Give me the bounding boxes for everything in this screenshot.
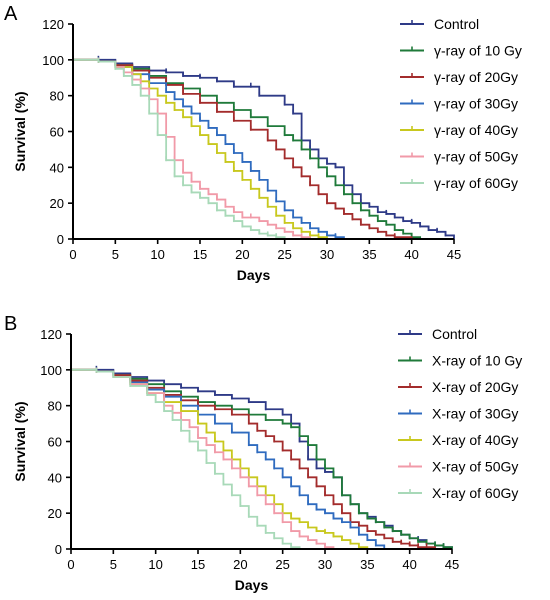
- y-tick-label: 120: [42, 17, 64, 32]
- legend-label: γ-ray of 20Gy: [434, 69, 518, 85]
- x-axis-title: Days: [237, 267, 271, 283]
- legend-label: γ-ray of 10 Gy: [434, 43, 522, 59]
- y-tick-label: 60: [48, 435, 62, 450]
- legend: Control γ-ray of 10 Gy γ-ray of 20Gy γ-ray …: [400, 16, 522, 191]
- x-tick-label: 15: [193, 247, 207, 262]
- x-tick-label: 20: [235, 247, 249, 262]
- panel-label: B: [4, 313, 17, 335]
- series-line-0: [71, 368, 453, 549]
- y-tick-label: 80: [50, 89, 64, 104]
- y-tick-label: 40: [48, 470, 62, 485]
- x-tick-label: 25: [275, 557, 289, 572]
- y-tick-label: 20: [50, 196, 64, 211]
- x-tick-label: 40: [402, 557, 416, 572]
- x-tick-label: 0: [69, 247, 76, 262]
- chart-panel-a: A 0 5 10 15 20 25 30 35 40 45 0 20 40 60 80 100 120 Days Su…: [4, 3, 522, 283]
- y-tick-label: 0: [57, 232, 64, 247]
- x-tick-label: 20: [233, 557, 247, 572]
- legend-label: Control: [432, 326, 477, 342]
- legend-label: X-ray of 10 Gy: [432, 353, 522, 369]
- x-tick-label: 30: [320, 247, 334, 262]
- legend-label: γ-ray of 40Gy: [434, 122, 518, 138]
- panel-label: A: [4, 3, 18, 25]
- y-tick-label: 100: [40, 363, 62, 378]
- x-tick-label: 30: [318, 557, 332, 572]
- series-line-2: [71, 368, 436, 549]
- y-tick-label: 40: [50, 160, 64, 175]
- x-tick-label: 15: [191, 557, 205, 572]
- x-tick-label: 25: [277, 247, 291, 262]
- y-tick-label: 0: [55, 542, 62, 557]
- legend: Control X-ray of 10 Gy X-ray of 20Gy X-ray …: [398, 326, 522, 501]
- series-line-1: [71, 368, 453, 549]
- x-tick-label: 10: [148, 557, 162, 572]
- x-axis-title: Days: [235, 577, 269, 593]
- x-tick-label: 10: [150, 247, 164, 262]
- series-line-5: [73, 58, 311, 239]
- y-tick-label: 20: [48, 506, 62, 521]
- y-axis-title: Survival (%): [12, 401, 28, 481]
- x-tick-label: 40: [404, 247, 418, 262]
- legend-label: X-ray of 50Gy: [432, 459, 518, 475]
- legend-label: Control: [434, 16, 479, 32]
- legend-label: γ-ray of 50Gy: [434, 149, 518, 165]
- y-axis-title: Survival (%): [12, 91, 28, 171]
- y-tick-label: 120: [40, 327, 62, 342]
- y-tick-label: 60: [50, 125, 64, 140]
- series-line-0: [73, 58, 455, 239]
- x-tick-label: 5: [110, 557, 117, 572]
- x-tick-label: 45: [445, 557, 459, 572]
- x-tick-label: 5: [112, 247, 119, 262]
- x-tick-label: 45: [447, 247, 461, 262]
- legend-label: X-ray of 30Gy: [432, 406, 518, 422]
- y-tick-label: 80: [48, 399, 62, 414]
- legend-label: γ-ray of 60Gy: [434, 175, 518, 191]
- x-tick-label: 35: [362, 247, 376, 262]
- y-tick-label: 100: [42, 53, 64, 68]
- legend-label: γ-ray of 30Gy: [434, 96, 518, 112]
- chart-panel-b: B 0 5 10 15 20 25 30 35 40 45 0 20 40 60 80 100 120 Days Su…: [4, 313, 522, 593]
- legend-label: X-ray of 40Gy: [432, 432, 518, 448]
- series-line-4: [73, 58, 328, 239]
- legend-label: X-ray of 60Gy: [432, 485, 518, 501]
- x-tick-label: 0: [67, 557, 74, 572]
- x-tick-label: 35: [360, 557, 374, 572]
- legend-label: X-ray of 20Gy: [432, 379, 518, 395]
